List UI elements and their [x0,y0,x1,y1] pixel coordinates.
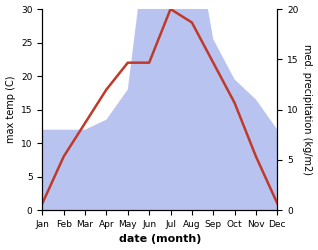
Y-axis label: max temp (C): max temp (C) [5,76,16,143]
Y-axis label: med. precipitation (kg/m2): med. precipitation (kg/m2) [302,44,313,175]
X-axis label: date (month): date (month) [119,234,201,244]
